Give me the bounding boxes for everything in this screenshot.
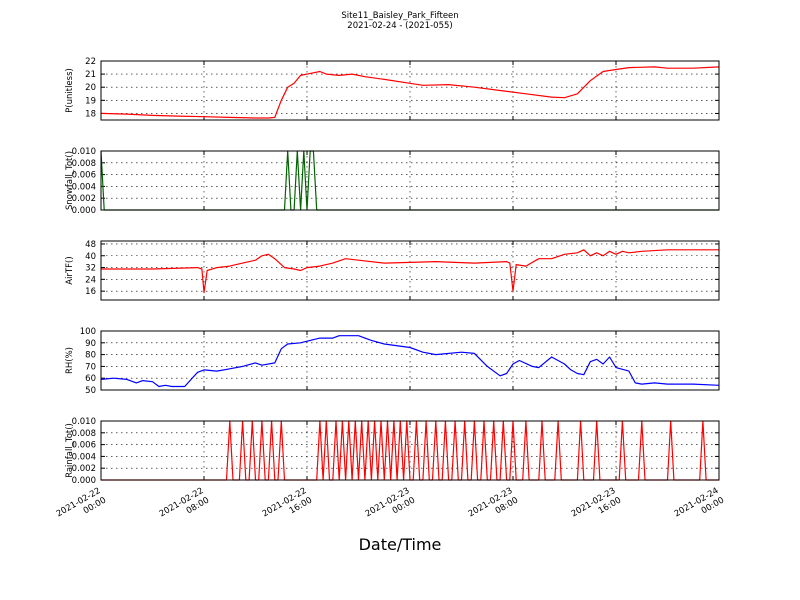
y-tick-label: 21 (85, 70, 96, 80)
y-tick-label: 0.000 (72, 206, 96, 216)
x-tick-label: 2021-02-2208:00 (158, 486, 211, 529)
y-axis-label: RH(%) (65, 347, 75, 374)
y-tick-label: 0.010 (72, 417, 96, 427)
y-tick-label: 32 (85, 264, 96, 274)
y-axis-label: P(unitless) (65, 68, 75, 113)
y-tick-label: 0.006 (72, 171, 96, 181)
y-tick-label: 20 (85, 83, 96, 93)
y-axis-label: AirTF() (65, 256, 75, 284)
y-tick-label: 0.004 (72, 182, 96, 192)
y-tick-label: 0.010 (72, 147, 96, 157)
y-tick-label: 70 (85, 362, 96, 372)
x-tick-label: 2021-02-2316:00 (570, 486, 623, 529)
y-tick-label: 90 (85, 339, 96, 349)
y-tick-label: 22 (85, 57, 96, 67)
y-tick-label: 0.008 (72, 159, 96, 169)
y-tick-label: 50 (85, 386, 96, 396)
y-tick-label: 24 (85, 275, 96, 285)
y-axis-label: Snowfall_Tot() (65, 151, 75, 210)
y-tick-label: 60 (85, 374, 96, 384)
y-tick-label: 0.008 (72, 429, 96, 439)
x-tick-label: 2021-02-2400:00 (673, 486, 726, 529)
y-tick-label: 18 (85, 109, 96, 119)
x-tick-label: 2021-02-2300:00 (364, 486, 417, 529)
y-tick-label: 0.002 (72, 194, 96, 204)
x-axis-label: Date/Time (0, 535, 800, 554)
y-axis-label: Rainfall_Tot() (65, 423, 75, 478)
y-tick-label: 0.000 (72, 476, 96, 486)
y-tick-label: 0.006 (72, 441, 96, 451)
y-tick-label: 80 (85, 351, 96, 361)
y-tick-label: 100 (80, 327, 96, 337)
x-tick-label: 2021-02-2216:00 (261, 486, 314, 529)
series-line (101, 421, 719, 480)
x-tick-label: 2021-02-2200:00 (55, 486, 108, 529)
y-tick-label: 0.004 (72, 452, 96, 462)
y-tick-label: 48 (85, 240, 96, 250)
y-tick-label: 40 (85, 252, 96, 262)
y-tick-label: 16 (85, 287, 96, 297)
x-tick-label: 2021-02-2308:00 (467, 486, 520, 529)
y-tick-label: 0.002 (72, 464, 96, 474)
y-tick-label: 19 (85, 96, 96, 106)
